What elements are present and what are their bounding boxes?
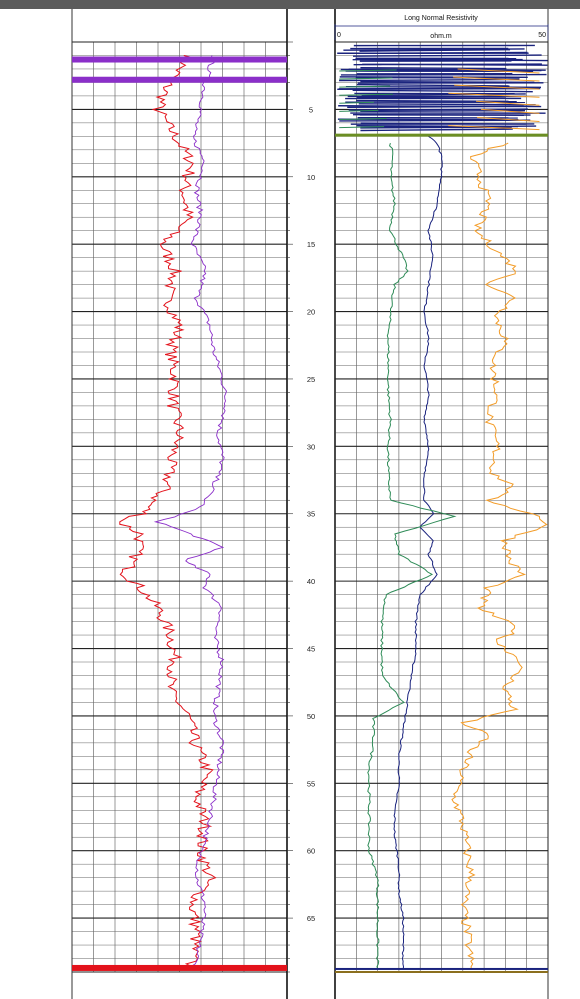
green-resistivity-curve: [367, 142, 457, 970]
noise-green-stroke: [339, 101, 374, 104]
depth-label-10: 10: [307, 173, 315, 182]
purple-log-curve: [153, 55, 228, 970]
noise-orange-stroke: [453, 76, 540, 82]
left-band-1: [72, 76, 287, 83]
noise-stroke: [358, 103, 536, 106]
red-log-curve: [119, 55, 217, 970]
noise-stroke: [356, 96, 506, 99]
noise-green-stroke: [339, 109, 379, 112]
surface-noise-zone: [335, 44, 548, 973]
depth-label-45: 45: [307, 645, 315, 654]
depth-label-40: 40: [307, 577, 315, 586]
noise-stroke: [356, 99, 517, 103]
depth-label-20: 20: [307, 308, 315, 317]
noise-stroke: [348, 108, 528, 111]
noise-orange-stroke: [448, 125, 540, 131]
noise-orange-stroke: [476, 100, 540, 106]
right-track-grid: [334, 41, 549, 973]
noise-stroke: [356, 83, 510, 87]
noise-stroke: [339, 119, 531, 122]
bottom-band-brown: [335, 971, 548, 973]
window-top-bar: [0, 0, 580, 9]
noise-green-stroke: [339, 69, 397, 72]
right-track-curves: [367, 135, 548, 970]
noise-green-stroke: [339, 126, 385, 129]
noise-green-stroke: [339, 93, 393, 96]
noise-stroke: [339, 78, 520, 82]
noise-stroke: [340, 68, 542, 72]
resistivity-min-tick: 0: [337, 32, 341, 39]
bottom-band-blue: [335, 967, 548, 970]
resistivity-unit: ohm.m: [430, 33, 452, 40]
noise-stroke: [337, 87, 541, 90]
noise-stroke: [360, 128, 513, 132]
resistivity-title: Long Normal Resistivity: [404, 15, 478, 22]
depth-label-55: 55: [307, 779, 315, 788]
depth-label-60: 60: [307, 847, 315, 856]
noise-stroke: [359, 49, 511, 52]
depth-label-35: 35: [307, 510, 315, 519]
resistivity-header: Long Normal Resistivity ohm.m 0 50: [334, 15, 549, 40]
depth-label-5: 5: [309, 105, 313, 114]
noise-stroke: [361, 93, 526, 97]
resistivity-max-tick: 50: [538, 32, 546, 39]
noise-green-stroke: [339, 117, 387, 120]
noise-stroke: [347, 105, 524, 109]
left-track-curves: [72, 55, 287, 971]
depth-label-25: 25: [307, 375, 315, 384]
left-band-0: [72, 56, 287, 63]
noise-orange-stroke: [454, 84, 540, 90]
noise-stroke: [353, 63, 542, 66]
long-normal-resistivity-curve: [393, 135, 443, 970]
noise-orange-stroke: [457, 68, 540, 74]
orange-resistivity-curve: [451, 142, 548, 970]
depth-axis: 5 10 15 20 25 30 35 40 45 50 55 60 65: [287, 41, 315, 973]
depth-label-15: 15: [307, 240, 315, 249]
noise-stroke: [351, 51, 528, 55]
left-band-2: [72, 964, 287, 971]
noise-stroke: [352, 89, 533, 93]
noise-green-stroke: [339, 85, 391, 88]
noise-green-stroke: [339, 77, 393, 80]
noise-orange-stroke: [448, 92, 540, 98]
surface-band: [335, 133, 548, 137]
noise-orange-stroke: [480, 108, 540, 114]
depth-label-30: 30: [307, 442, 315, 451]
noise-stroke: [343, 48, 525, 51]
noise-orange-stroke: [477, 116, 540, 122]
depth-label-50: 50: [307, 712, 315, 721]
noise-stroke: [353, 54, 542, 57]
noise-stroke: [360, 67, 507, 70]
depth-label-65: 65: [307, 914, 315, 923]
